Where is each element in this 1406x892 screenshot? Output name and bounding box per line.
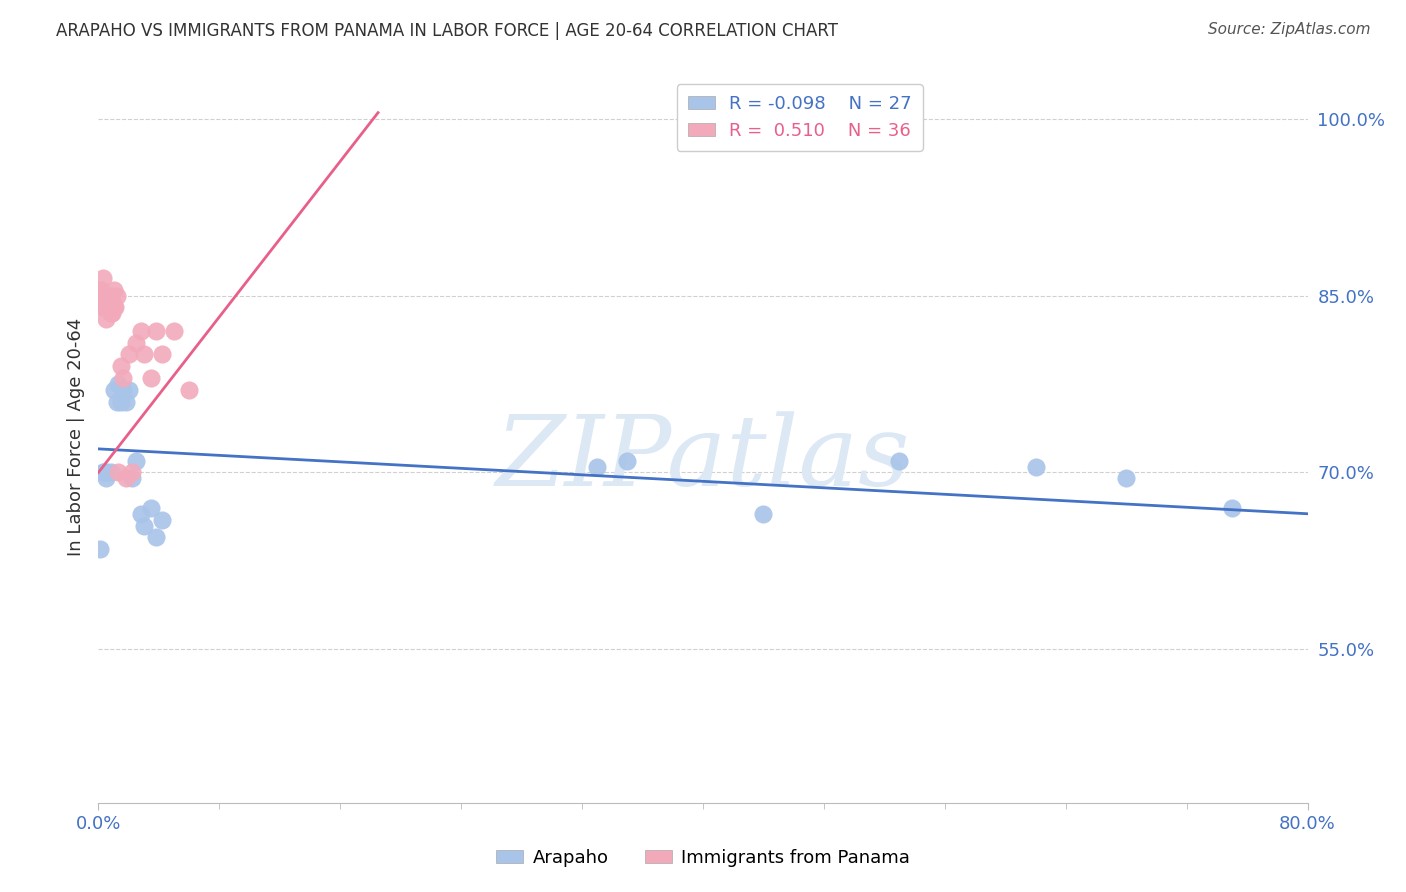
Point [93,301,115,315]
Point [1115,471,1137,485]
Point [121,471,143,485]
Point [103,383,125,397]
Point [145,530,167,544]
Point [118,383,141,397]
Point [107,376,129,391]
Point [110,394,132,409]
Point [96,466,118,480]
Point [89,294,111,309]
Point [91,270,114,285]
Point [125,335,148,350]
Point [105,288,128,302]
Point [121,466,143,480]
Point [98,301,121,315]
Point [101,306,124,320]
Point [107,466,129,480]
Point [93,288,115,302]
Legend: Arapaho, Immigrants from Panama: Arapaho, Immigrants from Panama [489,842,917,874]
Point [91,466,114,480]
Point [179,383,201,397]
Text: ARAPAHO VS IMMIGRANTS FROM PANAMA IN LABOR FORCE | AGE 20-64 CORRELATION CHART: ARAPAHO VS IMMIGRANTS FROM PANAMA IN LAB… [56,22,838,40]
Text: ZIPatlas: ZIPatlas [496,411,910,507]
Point [586,459,609,474]
Point [100,466,122,480]
Point [90,283,112,297]
Point [94,312,117,326]
Point [129,324,152,338]
Point [90,301,112,315]
Point [150,513,173,527]
Point [129,507,152,521]
Point [125,453,148,467]
Point [111,371,134,385]
Point [103,301,125,315]
Point [145,324,167,338]
Point [118,347,141,361]
Point [100,288,122,302]
Point [150,347,173,361]
Point [1220,500,1243,515]
Point [889,453,911,467]
Legend: R = -0.098    N = 27, R =  0.510    N = 36: R = -0.098 N = 27, R = 0.510 N = 36 [676,84,922,151]
Text: Source: ZipAtlas.com: Source: ZipAtlas.com [1208,22,1371,37]
Point [141,371,163,385]
Point [103,283,125,297]
Point [110,359,132,374]
Point [89,283,111,297]
Point [104,301,127,315]
Point [752,507,775,521]
Point [1024,459,1046,474]
Point [114,471,136,485]
Point [163,324,186,338]
Point [141,500,163,515]
Point [96,288,118,302]
Point [105,394,128,409]
Point [101,294,124,309]
Point [89,542,111,557]
Y-axis label: In Labor Force | Age 20-64: In Labor Force | Age 20-64 [66,318,84,557]
Point [114,394,136,409]
Point [100,306,122,320]
Point [98,288,121,302]
Point [94,471,117,485]
Point [94,294,117,309]
Point [93,466,115,480]
Point [132,518,155,533]
Point [132,347,155,361]
Point [616,453,638,467]
Point [111,383,134,397]
Point [96,301,118,315]
Point [91,288,114,302]
